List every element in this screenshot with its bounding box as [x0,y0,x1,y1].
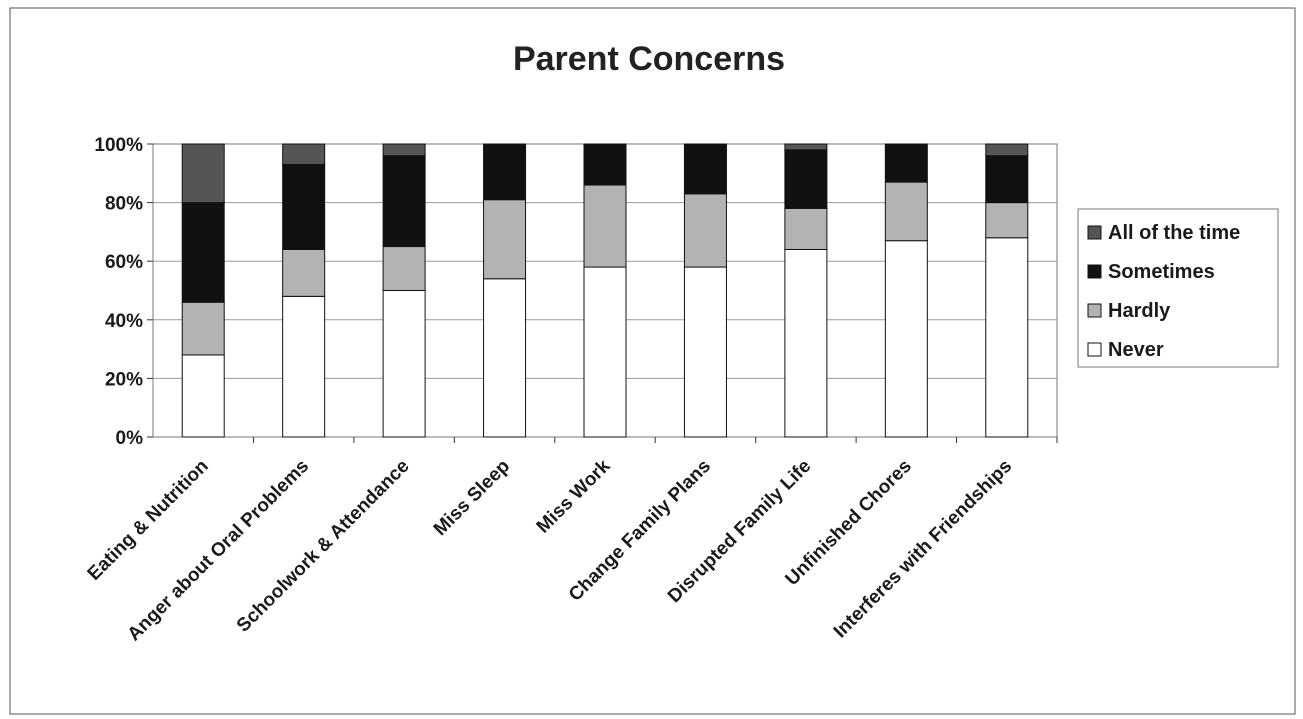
legend-swatch [1087,264,1102,279]
legend-swatch [1087,342,1102,357]
legend-entry: Never [1108,339,1164,361]
y-tick-label: 40% [105,311,143,332]
bar-segment-never [784,248,828,438]
x-category-label: Schoolwork & Attendance [233,456,414,637]
bar-segment-hardly [784,207,828,250]
bar-segment-all-of-the-time [181,143,225,204]
chart-border [9,7,1296,715]
bar-segment-never [884,240,928,438]
y-tick-label: 0% [116,428,144,449]
bar-segment-never [583,266,627,438]
y-axis: 0% 20% 40% 60% 80% 100% [94,135,153,449]
x-category-label: Anger about Oral Problems [124,456,314,646]
x-category-label: Interferes with Friendships [830,456,1017,643]
bar-segment-sometimes [583,143,627,186]
bar-segment-hardly [884,181,928,242]
bar-segment-sometimes [985,155,1029,204]
legend-entry: All of the time [1108,222,1240,244]
bar-segment-sometimes [181,202,225,303]
legend-swatch [1087,303,1102,318]
chart-title: Parent Concerns [513,40,785,78]
bar-segment-never [683,266,727,438]
bar-segment-sometimes [683,143,727,195]
bar-segment-hardly [483,199,527,280]
legend: All of the time Sometimes Hardly Never [1077,208,1279,368]
bar-segment-all-of-the-time [784,143,828,151]
bar-segment-never [985,237,1029,438]
bar-segment-sometimes [483,143,527,201]
bar-segment-sometimes [784,149,828,209]
y-tick-label: 20% [105,369,143,390]
bar-segment-hardly [985,202,1029,239]
bar-segment-hardly [382,246,426,292]
y-tick-label: 80% [105,194,143,215]
bar-segment-never [382,290,426,438]
bars [181,143,1029,438]
x-category-label: Miss Sleep [430,456,514,540]
legend-box [1077,208,1279,368]
bar-segment-hardly [583,184,627,268]
x-category-label: Miss Work [533,455,615,537]
bar-segment-hardly [181,301,225,356]
bar-segment-sometimes [884,143,928,183]
bar-segment-hardly [282,248,326,297]
bar-segment-never [181,354,225,438]
bar-segment-all-of-the-time [382,143,426,157]
y-tick-label: 60% [105,252,143,273]
bar-segment-sometimes [382,155,426,248]
legend-entry: Sometimes [1108,261,1215,283]
bar-segment-sometimes [282,164,326,250]
bar-segment-all-of-the-time [985,143,1029,157]
bar-segment-never [282,295,326,438]
legend-entry: Hardly [1108,300,1171,322]
bar-segment-never [483,278,527,438]
bar-segment-all-of-the-time [282,143,326,166]
bar-segment-hardly [683,193,727,268]
legend-swatch [1087,225,1102,240]
y-tick-label: 100% [94,135,143,156]
